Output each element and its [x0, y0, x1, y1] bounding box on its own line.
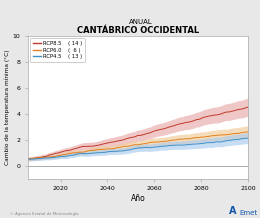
Text: A: A: [229, 206, 236, 216]
Text: ANUAL: ANUAL: [128, 19, 152, 25]
Text: Emet: Emet: [239, 210, 257, 216]
X-axis label: Año: Año: [131, 194, 145, 203]
Title: CANTÁBRICO OCCIDENTAL: CANTÁBRICO OCCIDENTAL: [77, 26, 199, 35]
Text: © Agencia Estatal de Meteorología: © Agencia Estatal de Meteorología: [10, 212, 79, 216]
Legend: RCP8.5    ( 14 ), RCP6.0    (  6 ), RCP4.5    ( 13 ): RCP8.5 ( 14 ), RCP6.0 ( 6 ), RCP4.5 ( 13…: [30, 38, 84, 62]
Y-axis label: Cambio de la temperatura mínima (°C): Cambio de la temperatura mínima (°C): [4, 49, 10, 165]
